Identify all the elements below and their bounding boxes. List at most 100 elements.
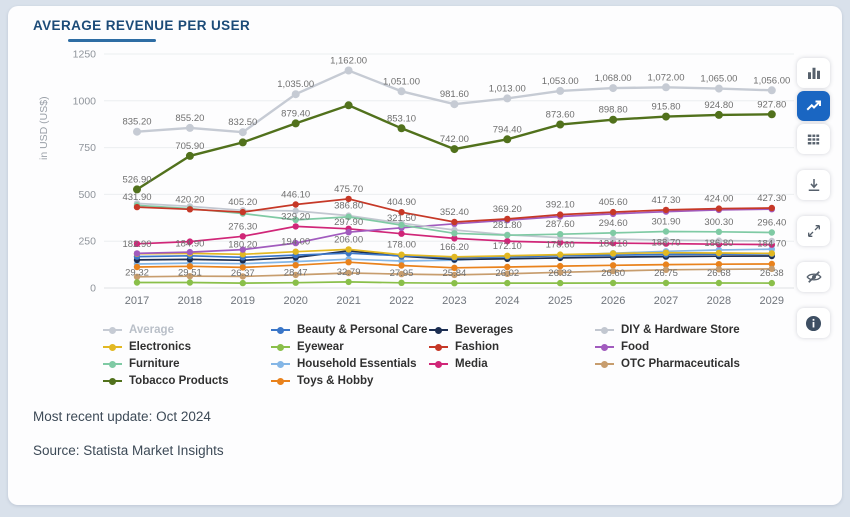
legend-item-average[interactable]: Average [103,324,271,336]
data-point-toys [345,259,352,266]
data-point-average [185,123,194,132]
data-point-media [292,223,299,230]
data-point-toys [239,264,246,271]
data-point-media [239,233,246,240]
data-label-tobacco: 873.60 [546,110,575,121]
data-point-eyewear [345,278,352,286]
data-point-household [398,257,405,265]
data-label-furniture: 294.60 [599,218,628,229]
y-tick-label: 1250 [73,49,97,61]
download-icon [805,176,823,194]
fullscreen-button[interactable] [797,216,830,246]
data-point-tobacco [662,112,670,121]
data-label-average: 1,051.00 [383,76,420,87]
data-point-otc [662,266,670,273]
data-point-toys [398,262,405,269]
data-point-average [609,84,618,93]
bar-chart-button[interactable] [797,58,830,88]
legend-item-diy-hardware-store[interactable]: DIY & Hardware Store [595,324,842,336]
data-point-electronics [398,251,405,258]
data-point-food [345,229,352,236]
data-point-otc [557,269,564,276]
download-button[interactable] [797,170,830,200]
data-point-furniture [292,216,299,224]
data-label-eyewear: 28.47 [284,268,308,279]
x-tick-label: 2019 [231,295,255,307]
legend-marker-icon [103,326,123,334]
data-point-eyewear [715,279,723,287]
data-point-fashion [398,209,405,216]
legend-label: Media [455,358,488,370]
data-point-diy [768,237,775,245]
data-point-eyewear [609,279,617,287]
data-label-average: 1,013.00 [489,83,526,94]
data-label-average: 1,053.00 [542,76,579,87]
legend-item-tobacco-products[interactable]: Tobacco Products [103,375,271,387]
data-point-electronics [345,246,352,253]
data-point-tobacco [397,124,406,133]
data-point-furniture [398,221,405,229]
chart-card: AVERAGE REVENUE PER USER in USD (US$) 0 2… [8,6,842,505]
legend-marker-icon [429,326,449,334]
legend-item-media[interactable]: Media [429,358,595,370]
chart-legend: Average Beauty & Personal Care Beverages DI… [103,324,842,387]
data-point-average [133,127,141,136]
data-label-average: 1,056.00 [753,75,790,86]
legend-item-electronics[interactable]: Electronics [103,341,271,353]
legend-marker-icon [595,343,615,351]
data-point-eyewear [186,279,194,286]
legend-marker-icon [103,360,123,368]
table-icon [805,131,822,148]
data-point-average [291,90,300,99]
legend-item-fashion[interactable]: Fashion [429,341,595,353]
legend-item-food[interactable]: Food [595,341,842,353]
data-point-furniture [662,228,670,235]
data-point-eyewear [292,279,299,286]
legend-item-otc-pharmaceuticals[interactable]: OTC Pharmaceuticals [595,358,842,370]
source-text: Source: Statista Market Insights [33,443,224,458]
legend-item-household-essentials[interactable]: Household Essentials [271,358,429,370]
data-label-eyewear: 26.68 [707,268,731,279]
x-tick-label: 2029 [760,295,784,307]
data-label-eyewear: 26.37 [231,268,255,279]
card-header: AVERAGE REVENUE PER USER [8,6,842,42]
info-button[interactable] [797,308,830,338]
legend-item-furniture[interactable]: Furniture [103,358,271,370]
data-label-furniture: 300.30 [704,217,733,228]
line-chart-button[interactable] [797,91,830,121]
data-point-diy [662,236,670,244]
data-label-average: 1,065.00 [700,74,737,85]
legend-item-eyewear[interactable]: Eyewear [271,341,429,353]
hide-labels-button[interactable] [797,262,830,292]
data-point-toys [186,263,194,270]
legend-label: Electronics [129,341,191,353]
chart-area: in USD (US$) 0 250 500 750 1000 1250 2017 2018 2… [30,42,842,318]
data-point-fashion [557,211,564,218]
chart-footer: Most recent update: Oct 2024 Source: Sta… [33,409,842,458]
x-tick-label: 2025 [548,295,572,307]
data-point-tobacco [714,110,723,119]
legend-item-beverages[interactable]: Beverages [429,324,595,336]
data-point-otc [504,270,511,277]
data-point-otc [451,271,458,279]
data-label-average: 1,072.00 [648,72,685,83]
legend-item-beauty-personal-care[interactable]: Beauty & Personal Care [271,324,429,336]
data-point-diy [715,237,723,244]
data-point-average [503,94,512,103]
data-label-media: 329.20 [281,211,310,222]
data-label-average: 832.50 [228,117,257,128]
legend-item-toys-hobby[interactable]: Toys & Hobby [271,375,429,387]
data-point-fashion [186,206,194,213]
data-point-electronics [292,248,299,255]
data-point-fashion [504,215,511,223]
fullscreen-icon [806,223,822,239]
data-point-otc [133,273,141,280]
table-button[interactable] [797,124,830,154]
data-point-otc [186,273,194,280]
data-point-furniture [451,230,458,237]
data-point-average [662,83,670,92]
legend-marker-icon [429,360,449,368]
data-label-eyewear: 32.79 [337,267,361,278]
data-label-food: 297.90 [334,217,363,228]
data-point-toys [451,264,458,271]
